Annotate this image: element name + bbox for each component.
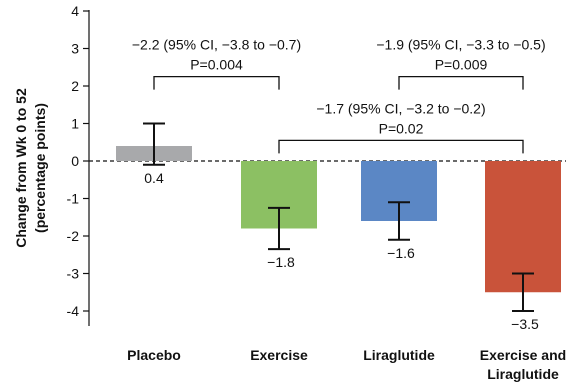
y-tick-label: -4 xyxy=(67,303,80,319)
value-label-1: −1.8 xyxy=(267,254,295,270)
y-tick-label: 1 xyxy=(71,116,79,132)
y-tick-label: -3 xyxy=(67,266,80,282)
category-label-2: Liraglutide xyxy=(363,347,435,363)
y-axis-title-line-1: Change from Wk 0 to 52 xyxy=(13,88,29,248)
value-label-0: 0.4 xyxy=(144,170,164,186)
category-label-3: Liraglutide xyxy=(487,366,559,382)
x-axis-labels: Placebo Exercise Liraglutide Exercise and Li… xyxy=(127,347,566,382)
y-tick-label: -1 xyxy=(67,191,80,207)
value-labels: 0.4 −1.8 −1.6 −3.5 xyxy=(144,170,539,332)
error-bars xyxy=(143,122,534,312)
category-label-1: Exercise xyxy=(250,347,308,363)
y-axis-title-line-2: (percentage points) xyxy=(32,103,48,233)
bars xyxy=(116,146,561,293)
y-tick-label: 2 xyxy=(71,78,79,94)
y-tick-label: -2 xyxy=(67,228,80,244)
y-tick-label: 0 xyxy=(71,153,79,169)
comparison-p-value-0: P=0.004 xyxy=(190,57,243,73)
category-label-0: Placebo xyxy=(127,347,181,363)
comparison-bracket-0 xyxy=(153,75,280,90)
comparison-estimate-1: −1.9 (95% CI, −3.3 to −0.5) xyxy=(376,37,545,53)
category-label-3: Exercise and xyxy=(480,347,566,363)
comparison-brackets: −2.2 (95% CI, −3.8 to −0.7) P=0.004 −1.9 (… xyxy=(132,37,546,154)
comparison-bracket-1 xyxy=(398,75,524,90)
bar-3 xyxy=(485,161,561,293)
value-label-2: −1.6 xyxy=(387,245,415,261)
comparison-estimate-0: −2.2 (95% CI, −3.8 to −0.7) xyxy=(132,37,301,53)
y-axis: 4 3 2 1 0 -1 -2 -3 -4 xyxy=(67,3,90,326)
comparison-bracket-2 xyxy=(278,139,524,154)
comparison-estimate-2: −1.7 (95% CI, −3.2 to −0.2) xyxy=(316,100,485,116)
y-tick-label: 4 xyxy=(71,3,79,19)
y-tick-label: 3 xyxy=(71,41,79,57)
y-axis-title: Change from Wk 0 to 52 (percentage points… xyxy=(13,88,48,248)
comparison-p-value-2: P=0.02 xyxy=(379,120,424,136)
comparison-p-value-1: P=0.009 xyxy=(435,57,488,73)
value-label-3: −3.5 xyxy=(511,316,539,332)
